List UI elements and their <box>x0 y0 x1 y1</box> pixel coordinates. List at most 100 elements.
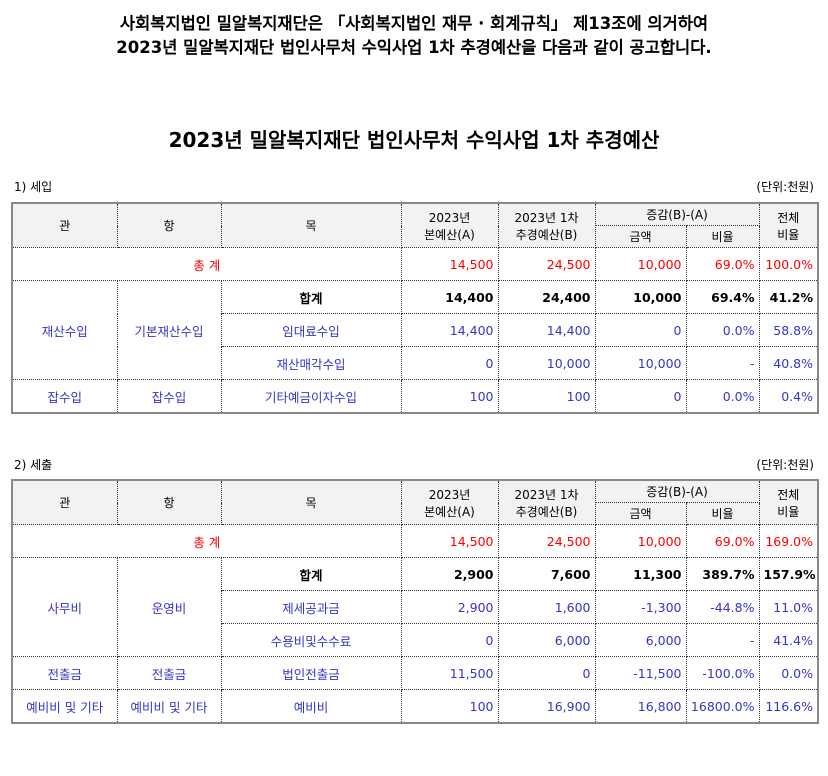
gwan-cell: 사무비 <box>11 557 118 657</box>
value-cell: 10,000 <box>594 346 687 380</box>
intro-line-1: 사회복지법인 밀알복지재단은 「사회복지법인 재무 · 회계규칙」 제13조에 … <box>119 14 709 33</box>
value-cell: -11,500 <box>594 656 687 690</box>
mok-cell: 합계 <box>220 280 402 314</box>
value-cell: 14,400 <box>400 280 499 314</box>
value-cell: 0 <box>594 313 687 347</box>
value-cell: -100.0% <box>685 656 760 690</box>
value-cell: 10,000 <box>497 346 596 380</box>
value-cell: - <box>685 623 760 657</box>
value-cell: 0 <box>594 379 687 414</box>
header-original-budget-line2: 본예산(A) <box>424 227 475 242</box>
hang-cell: 예비비 및 기타 <box>116 689 222 724</box>
total-label: 총 계 <box>11 524 402 558</box>
table-row: 잡수입 잡수입 기타예금이자수입 100 100 0 0.0% 0.4% <box>11 379 819 414</box>
value-cell: 24,400 <box>497 280 596 314</box>
page-title: 2023년 밀알복지재단 법인사무처 수익사업 1차 추경예산 <box>168 128 660 152</box>
header-diff: 증감(B)-(A) <box>594 202 760 226</box>
mok-cell: 수용비및수수료 <box>220 623 402 657</box>
header-revised-budget: 2023년 1차 추경예산(B) <box>497 202 596 248</box>
gwan-cell: 예비비 및 기타 <box>11 689 118 724</box>
total-value: 24,500 <box>497 524 596 558</box>
value-cell: 0 <box>400 623 499 657</box>
value-cell: 16800.0% <box>685 689 760 724</box>
section-label-expense: 2) 세출 <box>14 458 53 472</box>
value-cell: 16,900 <box>497 689 596 724</box>
header-total-ratio-line2: 비율 <box>777 504 800 519</box>
gwan-cell: 전출금 <box>11 656 118 690</box>
header-amount: 금액 <box>594 225 687 248</box>
header-mok: 목 <box>220 202 402 248</box>
value-cell: 6,000 <box>497 623 596 657</box>
value-cell: 11.0% <box>758 590 819 624</box>
header-gwan: 관 <box>11 202 118 248</box>
header-revised-budget-line2: 추경예산(B) <box>515 504 578 519</box>
value-cell: 58.8% <box>758 313 819 347</box>
header-total-ratio-line1: 전체 <box>777 210 800 225</box>
mok-cell: 제세공과금 <box>220 590 402 624</box>
header-subrow: 금액 비율 <box>12 225 818 248</box>
total-value: 10,000 <box>594 247 687 281</box>
value-cell: - <box>685 346 760 380</box>
table-row: 예비비 및 기타 예비비 및 기타 예비비 100 16,900 16,800 16800.… <box>11 689 819 724</box>
header-total-ratio-line1: 전체 <box>777 487 800 502</box>
hang-cell: 전출금 <box>116 656 222 690</box>
notice-intro: 사회복지법인 밀알복지재단은 「사회복지법인 재무 · 회계규칙」 제13조에 … <box>0 12 828 60</box>
table-row: 재산매각수입 0 10,000 10,000-40.8% <box>12 346 819 380</box>
header-rate: 비율 <box>685 502 760 525</box>
total-row: 총 계 14,500 24,500 10,000 69.0% 100.0% <box>11 247 819 281</box>
value-cell: 1,600 <box>497 590 596 624</box>
unit-label-expense: (단위:천원) <box>756 458 814 472</box>
value-cell: 389.7% <box>685 557 760 591</box>
value-cell: 10,000 <box>594 280 687 314</box>
header-revised-budget-line1: 2023년 1차 <box>514 487 579 502</box>
header-original-budget-line1: 2023년 <box>428 210 471 225</box>
table-row: 전출금 전출금 법인전출금 11,500 0 -11,500 -100.0% 0.0% <box>11 656 819 690</box>
value-cell: 7,600 <box>497 557 596 591</box>
value-cell: 6,000 <box>594 623 687 657</box>
mok-cell: 예비비 <box>220 689 402 724</box>
header-rate: 비율 <box>685 225 760 248</box>
value-cell: 40.8% <box>758 346 819 380</box>
header-gwan: 관 <box>11 479 118 525</box>
header-hang: 항 <box>116 479 222 525</box>
table-row: 사무비 운영비 합계 2,900 7,600 11,300 389.7% 157.9% <box>11 557 819 657</box>
value-cell: 0 <box>400 346 499 380</box>
value-cell: 0.0% <box>685 313 760 347</box>
total-value: 69.0% <box>685 524 760 558</box>
value-cell: 11,500 <box>400 656 499 690</box>
total-value: 69.0% <box>685 247 760 281</box>
header-total-ratio: 전체 비율 <box>758 202 819 248</box>
value-cell: 116.6% <box>758 689 819 724</box>
header-row: 관 항 목 2023년 본예산(A) 2023년 1차 추경예산(B) 증감(B)-(A) 전체… <box>11 202 819 248</box>
hang-cell: 운영비 <box>116 557 222 657</box>
header-original-budget-line2: 본예산(A) <box>424 504 475 519</box>
hang-cell: 잡수입 <box>116 379 222 414</box>
value-cell: 100 <box>497 379 596 414</box>
mok-cell: 임대료수입 <box>220 313 402 347</box>
value-cell: 41.2% <box>758 280 819 314</box>
total-value: 24,500 <box>497 247 596 281</box>
value-cell: 0.4% <box>758 379 819 414</box>
value-cell: 41.4% <box>758 623 819 657</box>
value-cell: 16,800 <box>594 689 687 724</box>
value-cell: -1,300 <box>594 590 687 624</box>
value-cell: 14,400 <box>400 313 499 347</box>
header-original-budget-line1: 2023년 <box>428 487 471 502</box>
header-revised-budget-line1: 2023년 1차 <box>514 210 579 225</box>
value-cell: 2,900 <box>400 590 499 624</box>
header-diff: 증감(B)-(A) <box>594 479 760 503</box>
total-value: 10,000 <box>594 524 687 558</box>
value-cell: 14,400 <box>497 313 596 347</box>
intro-line-2: 2023년 밀알복지재단 법인사무처 수익사업 1차 추경예산을 다음과 같이 … <box>116 38 712 57</box>
value-cell: -44.8% <box>685 590 760 624</box>
value-cell: 11,300 <box>594 557 687 591</box>
header-mok: 목 <box>220 479 402 525</box>
mok-cell: 재산매각수입 <box>220 346 402 380</box>
section-label-income: 1) 세입 <box>14 180 53 194</box>
table-row: 제세공과금 2,900 1,600 -1,300 -44.8% 11.0% <box>12 590 819 624</box>
total-value: 169.0% <box>758 524 819 558</box>
total-value: 100.0% <box>758 247 819 281</box>
